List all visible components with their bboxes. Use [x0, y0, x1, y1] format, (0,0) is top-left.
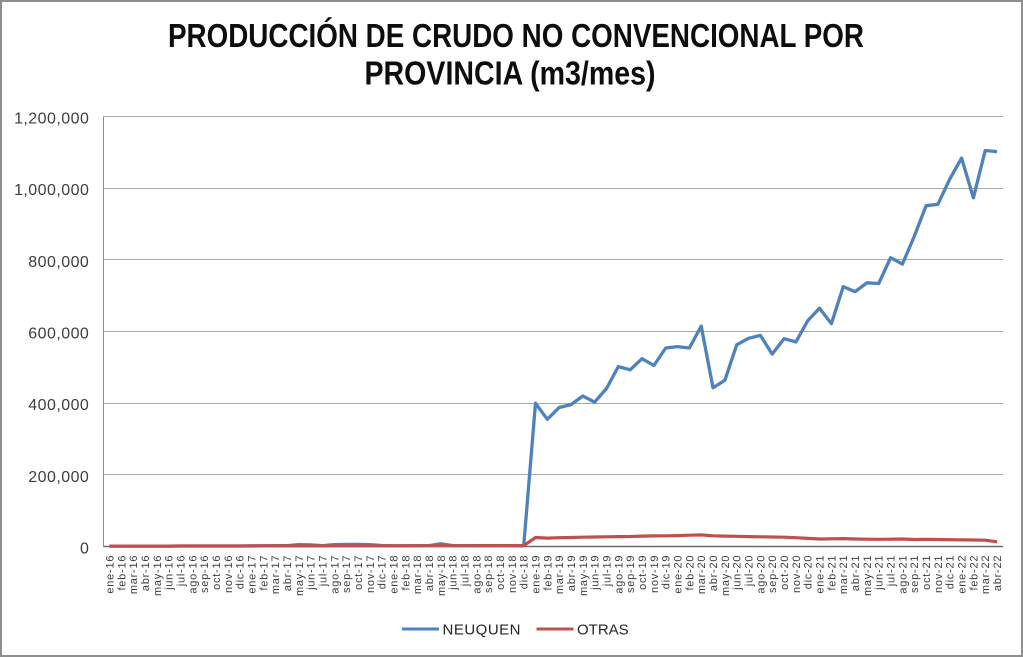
svg-text:mar-17: mar-17 [270, 555, 282, 594]
svg-text:mar-21: mar-21 [838, 555, 850, 594]
svg-text:jul-20: jul-20 [744, 555, 756, 587]
svg-text:abr-17: abr-17 [282, 555, 294, 591]
svg-text:may-16: may-16 [152, 555, 164, 596]
svg-text:jun-16: jun-16 [164, 555, 176, 591]
svg-text:oct-18: oct-18 [495, 555, 507, 590]
svg-text:feb-21: feb-21 [826, 555, 838, 591]
svg-text:400,000: 400,000 [28, 397, 89, 414]
svg-text:PROVINCIA (m3/mes): PROVINCIA (m3/mes) [365, 55, 656, 92]
svg-text:oct-21: oct-21 [921, 555, 933, 590]
svg-text:abr-19: abr-19 [566, 555, 578, 591]
svg-text:ene-20: ene-20 [673, 555, 685, 594]
svg-text:dic-21: dic-21 [945, 555, 957, 589]
svg-text:sep-17: sep-17 [341, 555, 353, 593]
svg-text:may-18: may-18 [436, 555, 448, 596]
svg-text:ene-17: ene-17 [246, 555, 258, 594]
svg-text:nov-21: nov-21 [933, 555, 945, 593]
svg-text:jun-19: jun-19 [590, 555, 602, 591]
svg-text:dic-19: dic-19 [661, 555, 673, 589]
svg-text:ago-18: ago-18 [471, 555, 483, 594]
svg-text:mar-19: mar-19 [554, 555, 566, 594]
svg-text:1,000,000: 1,000,000 [14, 182, 89, 199]
svg-text:may-20: may-20 [720, 555, 732, 596]
svg-text:dic-16: dic-16 [235, 555, 247, 589]
svg-text:abr-20: abr-20 [708, 555, 720, 591]
svg-text:ago-16: ago-16 [187, 555, 199, 594]
svg-text:oct-17: oct-17 [353, 555, 365, 590]
svg-text:0: 0 [80, 541, 89, 558]
svg-text:sep-16: sep-16 [199, 555, 211, 593]
svg-text:sep-18: sep-18 [483, 555, 495, 593]
svg-text:jul-21: jul-21 [886, 555, 898, 587]
svg-text:ago-17: ago-17 [329, 555, 341, 594]
svg-text:ene-22: ene-22 [957, 555, 969, 594]
svg-text:may-19: may-19 [578, 555, 590, 596]
svg-text:jul-18: jul-18 [460, 555, 472, 587]
svg-text:feb-19: feb-19 [542, 555, 554, 591]
svg-text:OTRAS: OTRAS [577, 622, 629, 639]
svg-text:NEUQUEN: NEUQUEN [443, 622, 522, 639]
svg-text:sep-20: sep-20 [767, 555, 779, 593]
svg-text:oct-20: oct-20 [779, 555, 791, 590]
svg-text:abr-22: abr-22 [992, 555, 1004, 591]
svg-text:nov-18: nov-18 [507, 555, 519, 593]
svg-text:mar-18: mar-18 [412, 555, 424, 594]
svg-text:800,000: 800,000 [28, 254, 89, 271]
svg-text:jul-19: jul-19 [602, 555, 614, 587]
svg-text:dic-17: dic-17 [377, 555, 389, 589]
svg-text:ago-21: ago-21 [897, 555, 909, 594]
svg-text:oct-19: oct-19 [637, 555, 649, 590]
svg-text:dic-18: dic-18 [519, 555, 531, 589]
svg-text:dic-20: dic-20 [803, 555, 815, 589]
svg-text:jul-16: jul-16 [175, 555, 187, 587]
svg-text:mar-16: mar-16 [128, 555, 140, 594]
svg-text:feb-18: feb-18 [400, 555, 412, 591]
svg-text:feb-16: feb-16 [116, 555, 128, 591]
svg-text:600,000: 600,000 [28, 326, 89, 343]
svg-text:mar-20: mar-20 [696, 555, 708, 594]
svg-text:PRODUCCIÓN DE CRUDO NO CONVENC: PRODUCCIÓN DE CRUDO NO CONVENCIONAL POR [168, 17, 864, 54]
svg-text:jun-20: jun-20 [732, 555, 744, 591]
svg-text:feb-17: feb-17 [258, 555, 270, 591]
svg-text:feb-20: feb-20 [684, 555, 696, 591]
svg-text:sep-21: sep-21 [909, 555, 921, 593]
svg-text:200,000: 200,000 [28, 469, 89, 486]
svg-text:abr-18: abr-18 [424, 555, 436, 591]
svg-text:jul-17: jul-17 [318, 555, 330, 587]
svg-text:sep-19: sep-19 [625, 555, 637, 593]
svg-text:may-17: may-17 [294, 555, 306, 596]
svg-text:abr-16: abr-16 [140, 555, 152, 591]
svg-text:abr-21: abr-21 [850, 555, 862, 591]
svg-text:mar-22: mar-22 [980, 555, 992, 594]
svg-text:nov-20: nov-20 [791, 555, 803, 593]
svg-text:feb-22: feb-22 [968, 555, 980, 591]
svg-text:ago-19: ago-19 [613, 555, 625, 594]
svg-text:1,200,000: 1,200,000 [14, 111, 89, 128]
svg-text:ago-20: ago-20 [755, 555, 767, 594]
svg-text:nov-19: nov-19 [649, 555, 661, 593]
svg-text:jun-21: jun-21 [874, 555, 886, 591]
svg-text:jun-17: jun-17 [306, 555, 318, 591]
svg-text:nov-16: nov-16 [223, 555, 235, 593]
svg-text:ene-18: ene-18 [389, 555, 401, 594]
svg-text:ene-21: ene-21 [815, 555, 827, 594]
svg-text:nov-17: nov-17 [365, 555, 377, 593]
svg-text:may-21: may-21 [862, 555, 874, 596]
svg-text:jun-18: jun-18 [448, 555, 460, 591]
svg-text:oct-16: oct-16 [211, 555, 223, 590]
svg-text:ene-16: ene-16 [104, 555, 116, 594]
svg-text:ene-19: ene-19 [531, 555, 543, 594]
